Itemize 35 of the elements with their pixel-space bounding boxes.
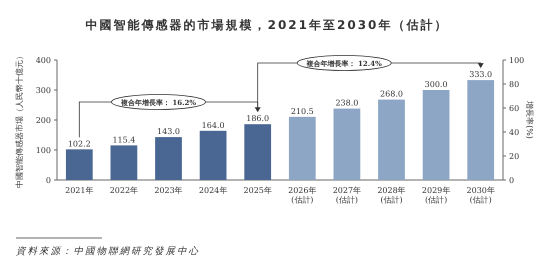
data-label: 238.0	[335, 98, 358, 108]
x-tick-label: 2029年 (估計)	[422, 186, 450, 205]
y-tick-label: 300	[36, 86, 51, 95]
y-tick-label: 100	[36, 146, 51, 155]
data-label: 164.0	[202, 120, 225, 130]
data-label: 300.0	[424, 80, 448, 89]
y-tick-label: 400	[36, 56, 51, 65]
x-tick-label: 2022年	[110, 186, 138, 195]
data-label: 186.0	[246, 114, 270, 124]
x-tick-label: 2028年 (估計)	[377, 186, 406, 205]
x-tick-label: 2026年 (估計)	[288, 186, 316, 205]
y2-tick-label: 20	[509, 152, 520, 161]
x-tick-label: 2027年 (估計)	[332, 186, 362, 205]
y-tick-label: 200	[36, 116, 51, 125]
y2-tick-label: 40	[509, 128, 520, 137]
y2-tick-label: 80	[509, 80, 520, 89]
x-tick-label: 2030年 (估計)	[466, 186, 495, 205]
x-tick-label: 2025年	[244, 186, 272, 195]
y2-tick-label: 0	[509, 176, 514, 185]
data-label: 333.0	[469, 70, 492, 80]
y-axis-title: 中國智能傳感器市場（人民幣十億元）	[15, 52, 24, 188]
x-tick-label: 2024年	[198, 186, 228, 195]
data-label: 268.0	[380, 90, 403, 99]
data-label: 115.4	[112, 135, 136, 144]
x-tick-label: 2023年	[154, 186, 183, 195]
y2-tick-label: 60	[509, 104, 520, 113]
y2-axis-title: 增長率(%)	[525, 100, 534, 139]
chart-title: 中國智能傳感器的市場規模，2021年至2030年（估計）	[86, 18, 448, 32]
y2-tick-label: 100	[509, 56, 524, 65]
data-label: 143.0	[157, 127, 180, 136]
source-note: 資料來源：中國物聯網研究發展中心	[16, 245, 200, 257]
y-tick-label: 0	[46, 176, 51, 185]
x-tick-label: 2021年	[65, 186, 94, 195]
data-label: 210.5	[290, 106, 314, 116]
data-label: 102.2	[68, 139, 91, 148]
